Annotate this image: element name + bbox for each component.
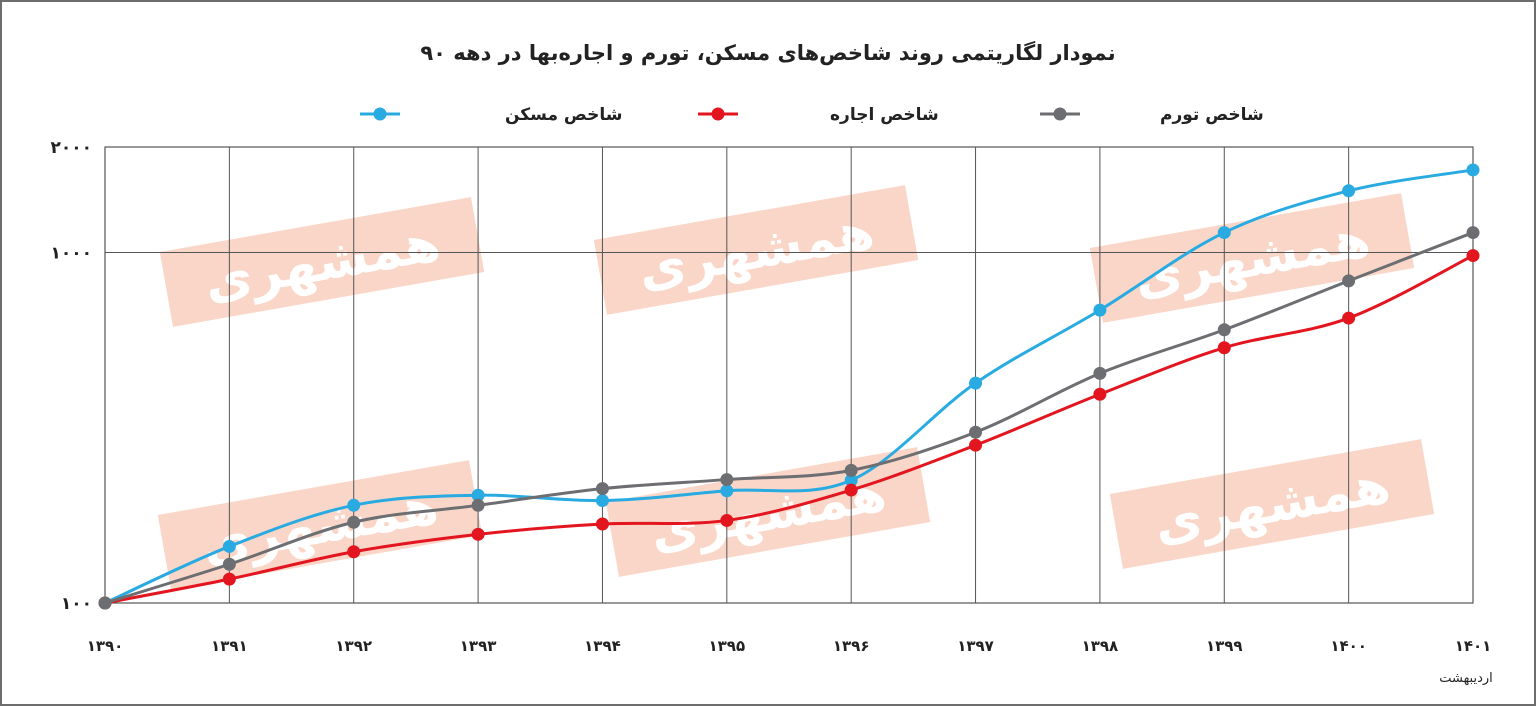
data-point [844,483,858,497]
legend-label: شاخص تورم [1160,105,1264,125]
data-point [471,527,485,541]
data-point [222,539,236,553]
chart-title: نمودار لگاریتمی روند شاخص‌های مسکن، تورم… [420,40,1115,65]
legend-item: شاخص تورم [1040,105,1264,125]
watermark: همشهری [1109,439,1435,569]
series [98,163,1480,610]
data-point [471,488,485,502]
data-point [1466,163,1480,177]
data-point [1466,249,1480,263]
last-category-note: اردیبهشت [1439,671,1493,686]
data-point [1342,274,1356,288]
x-tick-label: ۱۳۹۶ [833,637,870,655]
data-point [1093,387,1107,401]
data-point [1466,226,1480,240]
x-tick-label: ۱۳۹۳ [460,637,497,655]
data-point [720,513,734,527]
data-point [969,376,983,390]
data-point [595,517,609,531]
legend-marker [1053,107,1067,121]
x-tick-label: ۱۳۹۷ [957,637,994,655]
legend-label: شاخص اجاره [830,105,939,125]
watermark: همشهری [1089,193,1415,323]
watermark: همشهری [159,197,485,327]
x-tick-label: ۱۳۹۱ [211,637,248,655]
data-point [1342,311,1356,325]
data-point [844,463,858,477]
data-point [347,515,361,529]
legend-marker [373,107,387,121]
x-tick-label: ۱۴۰۱ [1455,637,1492,655]
x-tick-label: ۱۴۰۰ [1330,637,1367,655]
x-tick-label: ۱۳۹۴ [584,637,621,655]
y-tick-label: ۲۰۰۰ [50,138,92,158]
y-tick-label: ۱۰۰۰ [50,244,92,264]
data-point [347,545,361,559]
data-point [471,498,485,512]
legend-item: شاخص مسکن [360,105,622,125]
watermark: همشهری [593,185,919,315]
legend: شاخص تورم شاخص اجاره شاخص مسکن [360,105,1264,125]
x-tick-label: ۱۳۹۹ [1206,637,1243,655]
data-point [222,572,236,586]
legend-item: شاخص اجاره [698,105,939,125]
x-tick-label: ۱۳۹۰ [87,637,124,655]
legend-label: شاخص مسکن [505,105,622,125]
data-point [1093,366,1107,380]
plot-border [104,146,1474,604]
data-point [844,473,858,487]
x-tick-label: ۱۳۹۸ [1082,637,1119,655]
y-axis-tick-labels: ۱۰۰ ۱۰۰۰ ۲۰۰۰ [50,138,92,614]
data-point [347,498,361,512]
data-point [969,438,983,452]
series-layer [98,163,1480,610]
data-point [969,425,983,439]
data-point [1217,341,1231,355]
legend-marker [711,107,725,121]
series [98,226,1480,610]
x-tick-label: ۱۳۹۵ [709,637,746,655]
series-line [104,168,1474,605]
data-point [720,484,734,498]
series-line [104,254,1474,605]
data-point [1217,323,1231,337]
data-point [222,557,236,571]
y-tick-label: ۱۰۰ [61,594,92,614]
data-point [98,596,112,610]
x-axis-tick-labels: ۱۳۹۰ ۱۳۹۱ ۱۳۹۲ ۱۳۹۳ ۱۳۹۴ ۱۳۹۵ ۱۳۹۶ ۱۳۹۷ ۱۳۹۸ ۱۳۹۹… [87,637,1492,655]
data-point [1342,184,1356,198]
series-line [104,231,1474,605]
data-point [595,494,609,508]
x-tick-label: ۱۳۹۲ [335,637,372,655]
data-point [1217,226,1231,240]
data-point [720,473,734,487]
data-point [1093,303,1107,317]
data-point [595,482,609,496]
